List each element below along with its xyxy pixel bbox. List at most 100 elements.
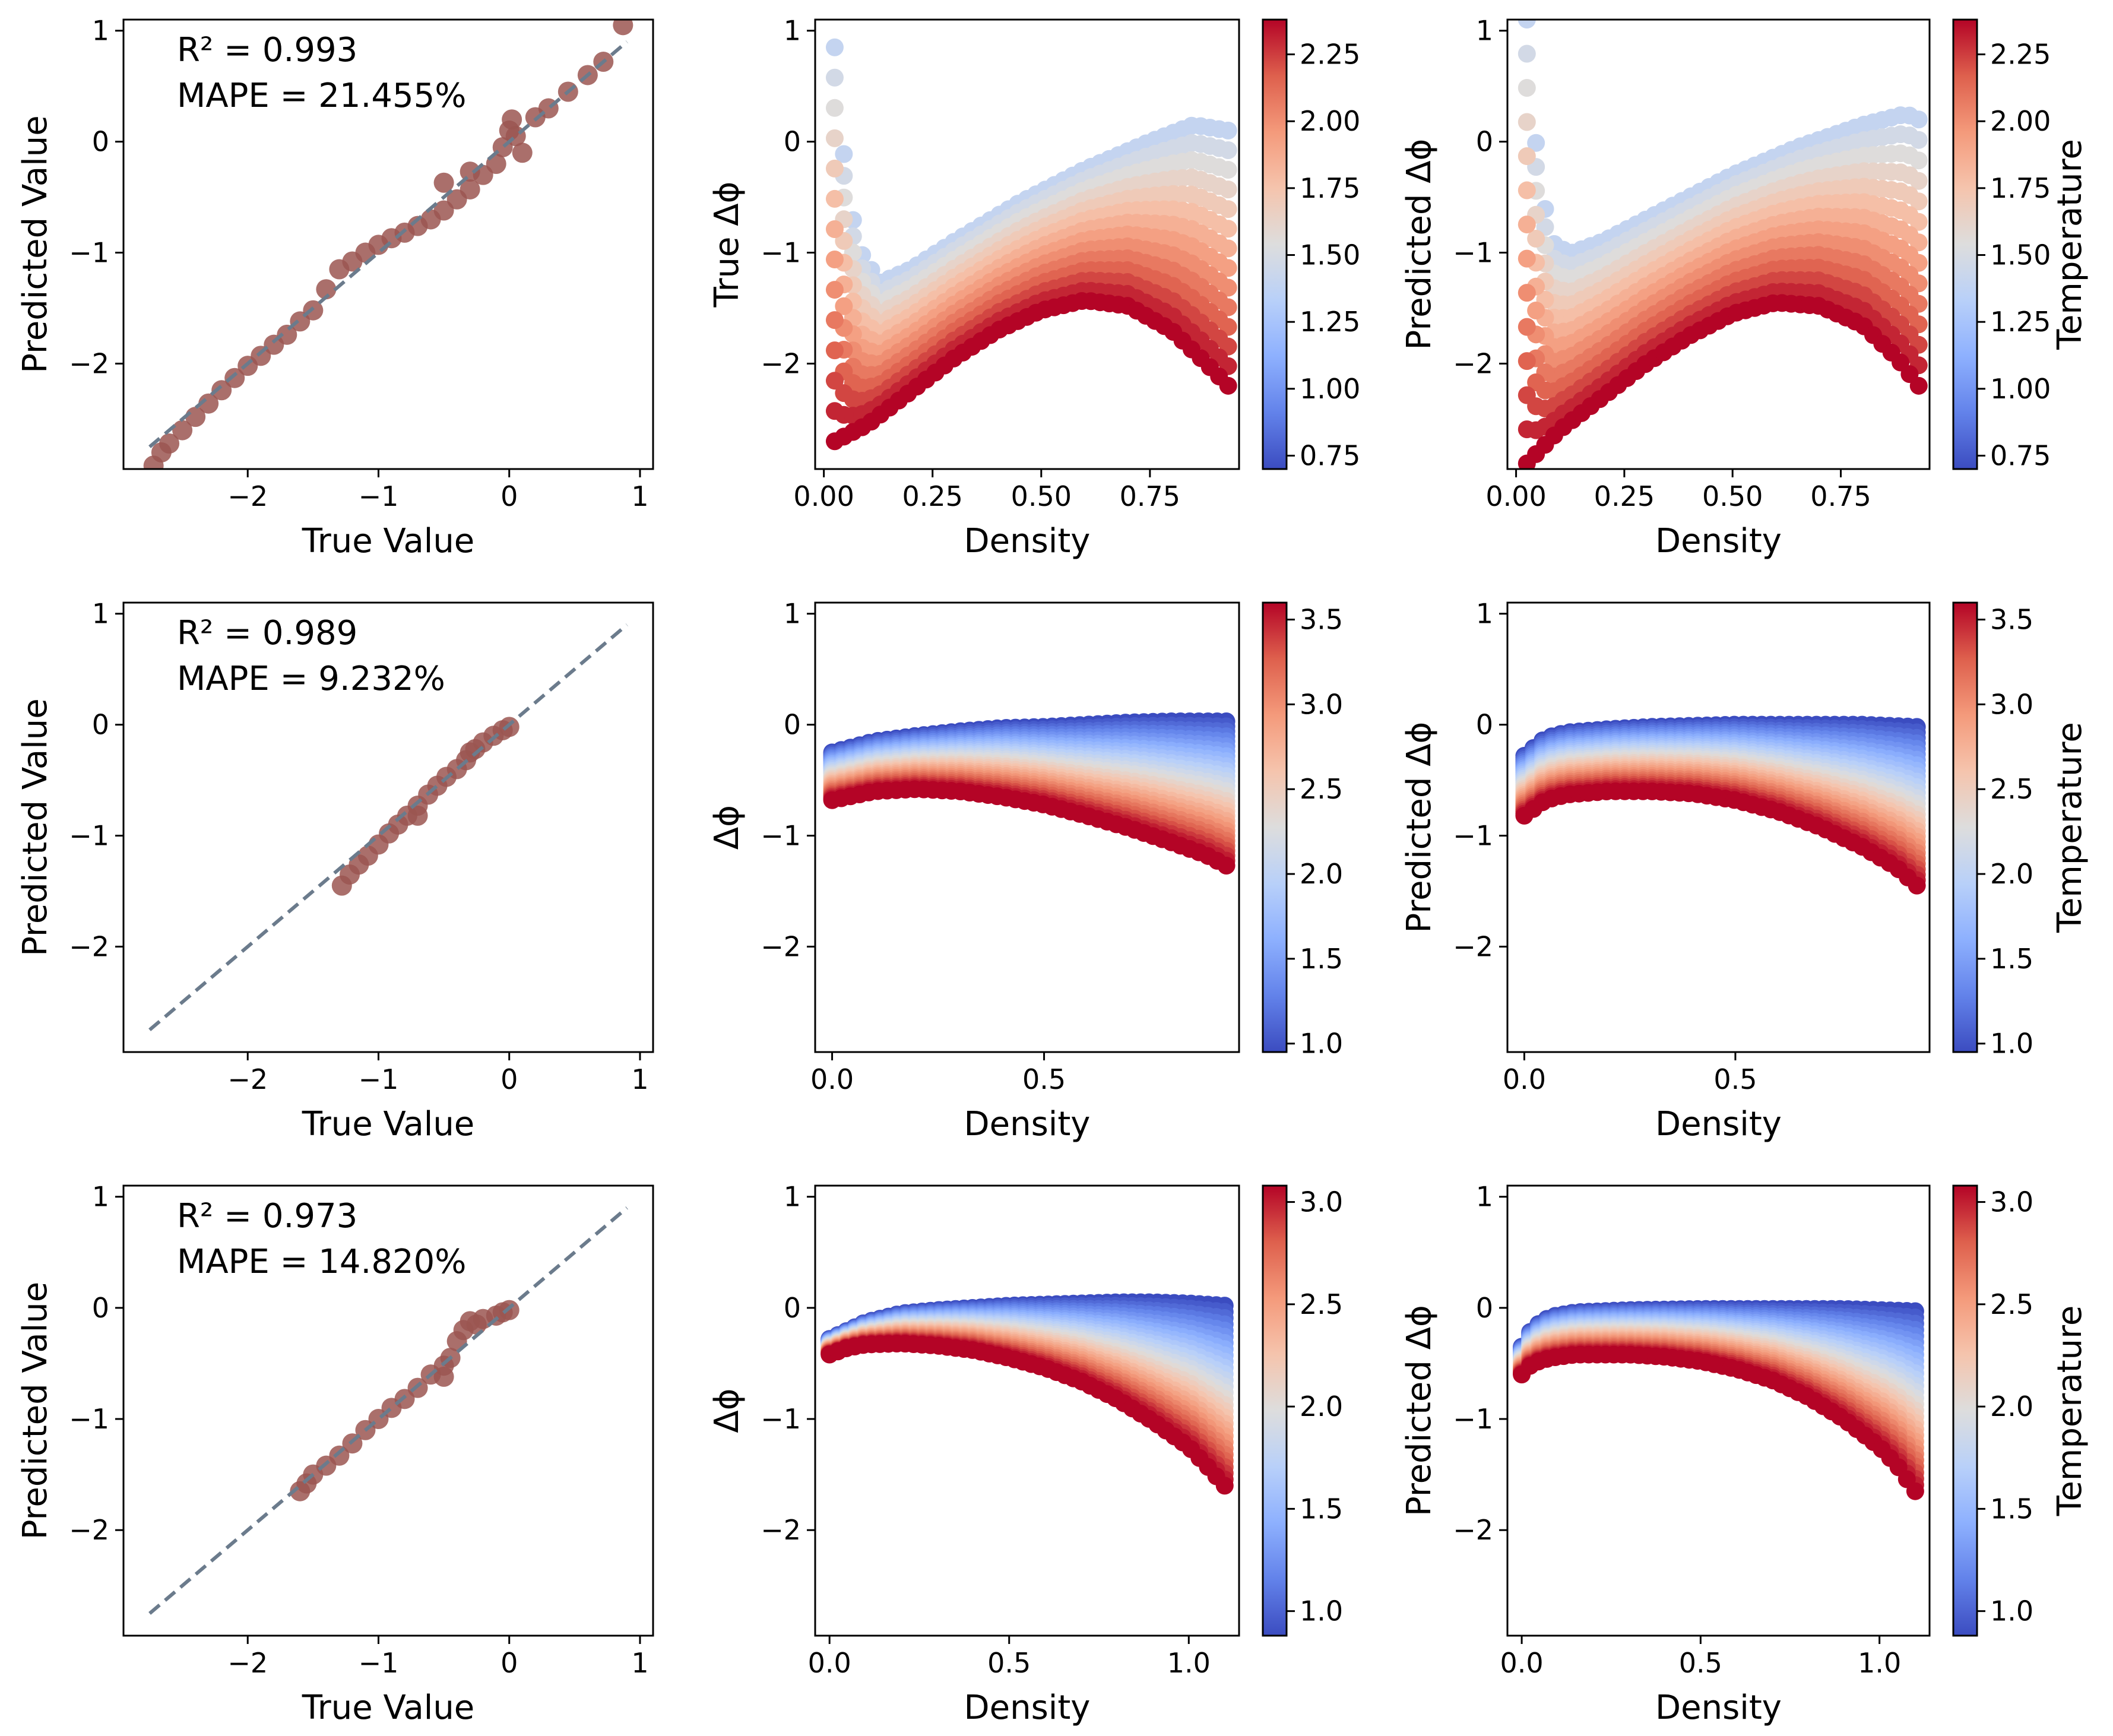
data-point <box>1219 180 1237 199</box>
x-tick-label: −1 <box>359 480 399 512</box>
data-point <box>1909 233 1928 252</box>
x-tick-label: 0.5 <box>1713 1063 1757 1095</box>
data-point <box>825 311 844 330</box>
reference-line <box>148 623 628 1031</box>
x-tick-label: 0 <box>500 480 518 512</box>
data-point <box>1219 220 1237 238</box>
r2-annotation: R² = 0.989 <box>177 614 357 652</box>
x-tick-label: 1 <box>631 1063 648 1095</box>
data-point <box>825 341 844 360</box>
colorbar-tick-label: 3.5 <box>1300 604 1343 636</box>
y-tick-label: −2 <box>761 930 801 962</box>
x-tick-label: −2 <box>227 480 268 512</box>
x-tick-label: 0.00 <box>1485 480 1546 512</box>
data-point <box>1909 110 1928 129</box>
colorbar-tick-label: 3.0 <box>1990 688 2033 720</box>
x-axis-label: True Value <box>302 522 475 560</box>
data-point <box>198 393 219 414</box>
data-point <box>1518 181 1536 199</box>
data-point <box>1219 121 1237 140</box>
colorbar-label: Temperature <box>2051 722 2089 933</box>
y-axis-label: Predicted Δϕ <box>1400 722 1439 933</box>
data-point <box>825 129 844 147</box>
colorbar-tick-label: 2.5 <box>1300 773 1343 805</box>
x-tick-label: 0.00 <box>793 480 854 512</box>
data-point <box>1518 113 1536 131</box>
data-point <box>1518 45 1536 63</box>
x-tick-label: 0.75 <box>1120 480 1180 512</box>
y-tick-label: −2 <box>69 930 109 962</box>
data-point <box>825 281 844 299</box>
colorbar-tick-label: 0.75 <box>1300 439 1360 471</box>
y-axis-label: Predicted Δϕ <box>1400 139 1439 350</box>
y-tick-label: 0 <box>784 709 801 741</box>
data-point <box>825 220 844 238</box>
data-point <box>613 20 633 36</box>
colorbar-tick-label: 1.5 <box>1990 943 2033 975</box>
data-point <box>460 742 480 763</box>
y-tick-label: 1 <box>1476 598 1493 630</box>
data-point <box>1527 302 1545 320</box>
colorbar-tick-label: 1.75 <box>1990 172 2051 204</box>
x-axis-label: Density <box>1655 522 1782 560</box>
colorbar-tick-label: 2.00 <box>1990 105 2051 137</box>
y-tick-label: 1 <box>1476 15 1493 47</box>
plot-area <box>148 1206 628 1615</box>
mape-annotation: MAPE = 21.455% <box>177 77 466 115</box>
data-point <box>825 68 844 87</box>
x-tick-label: 0.50 <box>1011 480 1072 512</box>
data-point <box>433 1366 454 1387</box>
data-point <box>1909 151 1928 170</box>
axes-frame <box>1506 601 1931 1053</box>
colorbar <box>1263 603 1287 1052</box>
colorbar-frame <box>1262 601 1288 1053</box>
y-axis-label: Predicted Value <box>16 698 55 956</box>
data-point <box>1908 876 1926 895</box>
y-tick-label: −2 <box>69 1514 109 1546</box>
colorbar-tick-label: 1.0 <box>1300 1028 1343 1060</box>
data-point <box>1909 131 1928 149</box>
r2-annotation: R² = 0.993 <box>177 31 357 69</box>
colorbar-tick-label: 2.0 <box>1990 858 2033 890</box>
colorbar <box>1263 20 1287 469</box>
colorbar-tick-label: 1.25 <box>1300 306 1360 338</box>
reference-line <box>148 40 628 448</box>
data-point <box>1909 213 1928 231</box>
colorbar-tick-label: 2.5 <box>1990 773 2033 805</box>
axes-frame <box>814 601 1240 1053</box>
data-point <box>1527 230 1545 248</box>
y-tick-label: 0 <box>92 1292 109 1324</box>
x-axis-label: Density <box>964 522 1091 560</box>
data-point <box>835 145 853 163</box>
data-point <box>825 251 844 269</box>
data-point <box>224 368 245 388</box>
data-point <box>825 99 844 117</box>
y-tick-label: 1 <box>92 598 109 630</box>
y-tick-label: −2 <box>69 347 109 379</box>
data-point <box>502 109 522 130</box>
colorbar-label: Temperature <box>2051 139 2089 350</box>
colorbar-tick-label: 3.0 <box>1300 688 1343 720</box>
x-axis-label: Density <box>964 1105 1091 1143</box>
data-point <box>1219 239 1237 258</box>
colorbar-tick-label: 1.25 <box>1990 306 2051 338</box>
y-tick-label: 0 <box>1476 126 1493 158</box>
data-point <box>185 407 206 427</box>
colorbar-tick-label: 1.0 <box>1990 1028 2033 1060</box>
data-point <box>835 297 853 315</box>
x-axis-label: Density <box>1655 1105 1782 1143</box>
y-tick-label: −1 <box>1453 237 1493 269</box>
data-point <box>825 372 844 390</box>
x-tick-label: 0.75 <box>1810 480 1871 512</box>
data-point <box>1527 134 1545 152</box>
data-point <box>1219 259 1237 277</box>
x-tick-label: 0.0 <box>1503 1063 1546 1095</box>
colorbar-frame <box>1952 601 1978 1053</box>
x-tick-label: 1 <box>631 480 648 512</box>
x-tick-label: 0.25 <box>1594 480 1655 512</box>
plot-area <box>821 1293 1234 1495</box>
data-point <box>1219 376 1237 395</box>
